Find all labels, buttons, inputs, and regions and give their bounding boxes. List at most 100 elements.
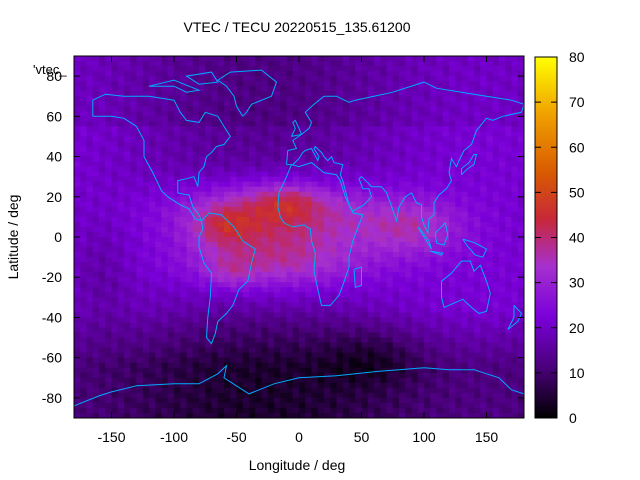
heatmap-cell [399,262,406,268]
heatmap-cell [317,196,325,203]
heatmap-cell [92,101,100,107]
heatmap-cell [117,272,125,278]
heatmap-cell [517,206,524,213]
heatmap-cell [455,206,463,213]
heatmap-cell [330,327,338,334]
heatmap-cell [411,221,419,228]
heatmap-cell [361,116,369,122]
heatmap-cell [149,91,156,97]
heatmap-cell [255,76,263,82]
heatmap-cell [405,377,413,384]
heatmap-cell [449,357,456,364]
heatmap-cell [161,66,169,72]
heatmap-cell [99,136,106,143]
heatmap-cell [349,121,356,127]
heatmap-cell [392,131,400,138]
heatmap-cell [492,342,500,349]
heatmap-cell [205,176,213,183]
heatmap-cell [499,186,506,193]
heatmap-cell [167,186,175,193]
heatmap-cell [430,312,438,319]
heatmap-cell [299,332,306,339]
heatmap-cell [242,392,250,399]
heatmap-cell [86,297,94,303]
heatmap-cell [111,151,119,158]
heatmap-cell [330,337,338,344]
heatmap-cell [249,392,256,399]
heatmap-cell [292,237,300,243]
heatmap-cell [417,96,425,102]
heatmap-cell [492,111,500,117]
heatmap-cell [499,116,506,122]
heatmap-cell [311,347,319,354]
heatmap-cell [261,262,269,268]
heatmap-cell [155,332,163,339]
heatmap-cell [411,247,419,253]
heatmap-cell [155,282,163,288]
heatmap-cell [74,71,81,77]
heatmap-cell [211,387,219,394]
heatmap-cell [74,216,81,223]
heatmap-cell [324,146,331,153]
heatmap-cell [105,252,113,258]
heatmap-cell [467,362,475,369]
heatmap-cell [417,332,425,339]
heatmap-cell [324,307,331,314]
heatmap-cell [517,211,524,218]
heatmap-cell [136,211,144,218]
heatmap-cell [255,252,263,258]
heatmap-cell [142,136,150,143]
heatmap-cell [280,272,288,278]
heatmap-cell [167,136,175,143]
heatmap-cell [111,357,119,364]
heatmap-cell [199,307,206,314]
heatmap-cell [230,216,238,223]
heatmap-cell [149,201,156,208]
heatmap-cell [399,231,406,238]
heatmap-cell [436,206,444,213]
heatmap-cell [405,196,413,203]
heatmap-cell [417,272,425,278]
heatmap-cell [205,196,213,203]
heatmap-cell [105,76,113,82]
heatmap-cell [280,297,288,303]
heatmap-cell [430,106,438,112]
heatmap-cell [405,322,413,329]
heatmap-cell [317,267,325,273]
heatmap-cell [211,56,219,62]
heatmap-cell [249,111,256,117]
heatmap-cell [217,392,225,399]
heatmap-cell [142,242,150,248]
heatmap-cell [511,101,519,107]
heatmap-cell [292,262,300,268]
heatmap-cell [117,96,125,102]
heatmap-cell [249,302,256,308]
heatmap-cell [374,362,381,369]
heatmap-cell [261,387,269,394]
heatmap-cell [374,131,381,138]
heatmap-cell [149,277,156,283]
heatmap-cell [86,91,94,97]
heatmap-cell [211,86,219,92]
heatmap-cell [99,347,106,354]
heatmap-cell [236,171,244,178]
heatmap-cell [411,211,419,218]
heatmap-cell [505,327,513,334]
heatmap-cell [355,71,363,77]
heatmap-cell [74,357,81,364]
heatmap-cell [161,166,169,173]
heatmap-cell [392,61,400,67]
heatmap-cell [74,186,81,193]
heatmap-cell [449,166,456,173]
heatmap-cell [74,56,81,62]
heatmap-cell [449,327,456,334]
heatmap-cell [205,166,213,173]
heatmap-cell [274,221,281,228]
heatmap-cell [192,181,200,188]
heatmap-cell [486,121,494,127]
heatmap-cell [517,262,524,268]
heatmap-cell [217,71,225,77]
heatmap-cell [449,297,456,303]
heatmap-cell [167,211,175,218]
heatmap-cell [474,201,481,208]
